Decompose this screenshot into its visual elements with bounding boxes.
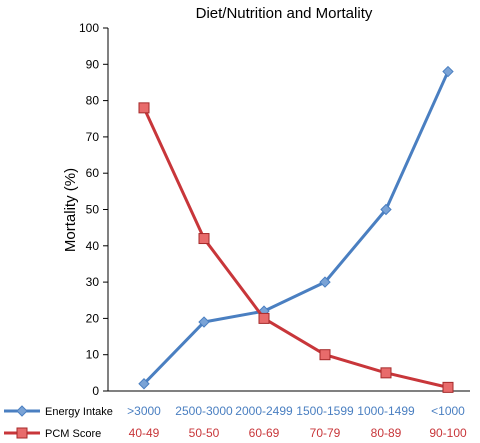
pcm-score-point <box>319 349 331 361</box>
pcm-score-point <box>138 102 150 114</box>
category-label: 80-89 <box>371 426 402 440</box>
legend-square-icon <box>16 427 28 439</box>
category-label: 50-50 <box>189 426 220 440</box>
y-tick-label: 30 <box>86 275 100 289</box>
y-tick-label: 90 <box>86 57 100 71</box>
y-tick-label: 100 <box>79 21 99 35</box>
energy-intake-point <box>319 276 331 288</box>
y-tick-label: 50 <box>86 203 100 217</box>
y-tick-label: 80 <box>86 94 100 108</box>
category-label: 1500-1599 <box>296 404 354 418</box>
y-tick-label: 0 <box>92 384 99 398</box>
pcm-score-point <box>198 233 210 245</box>
y-tick-label: 40 <box>86 239 100 253</box>
energy-intake-point <box>442 65 454 78</box>
energy-intake-point <box>380 203 392 216</box>
pcm-score-point <box>380 367 392 379</box>
category-label: 2500-3000 <box>175 404 233 418</box>
category-label: 2000-2499 <box>235 404 293 418</box>
y-tick-label: 60 <box>86 166 100 180</box>
legend-and-category-rows: Energy Intake >3000 2500-3000 2000-2499 1500… <box>4 404 467 440</box>
category-label: 90-100 <box>429 426 467 440</box>
energy-intake-point <box>138 378 150 390</box>
category-label: 1000-1499 <box>357 404 415 418</box>
y-axis-label: Mortality (%) <box>62 168 79 252</box>
chart-title: Diet/Nutrition and Mortality <box>196 5 373 22</box>
category-label: 60-69 <box>249 426 280 440</box>
category-label: <1000 <box>431 404 465 418</box>
axes <box>103 27 470 392</box>
series-line-energy-intake <box>142 70 450 385</box>
pcm-score-point <box>442 381 454 393</box>
legend-label: Energy Intake <box>45 406 113 418</box>
plot-series <box>138 65 454 393</box>
legend-diamond-icon <box>16 405 28 417</box>
y-tick-label: 70 <box>86 130 100 144</box>
y-tick-label: 10 <box>86 348 100 362</box>
category-label: 70-79 <box>310 426 341 440</box>
legend-label: PCM Score <box>45 428 101 440</box>
energy-intake-point <box>198 316 210 328</box>
category-label: >3000 <box>127 404 161 418</box>
pcm-score-point <box>258 312 270 324</box>
y-tick-label: 20 <box>86 311 100 325</box>
category-label: 40-49 <box>129 426 160 440</box>
series-line-pcm-score <box>142 107 449 389</box>
y-tick-labels: 0 10 20 30 40 50 60 70 80 90 100 <box>79 21 99 398</box>
